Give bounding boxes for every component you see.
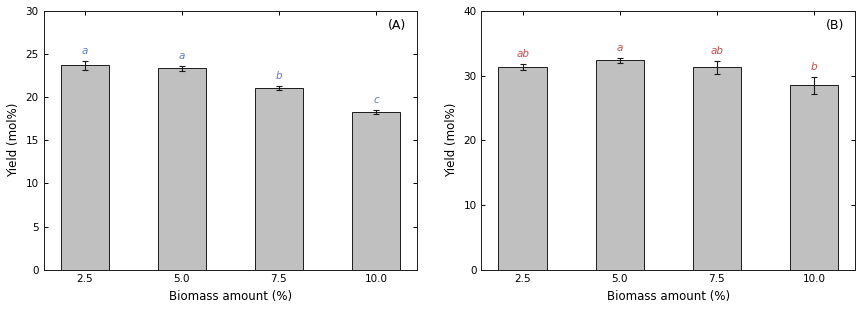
Text: (A): (A)	[387, 19, 406, 32]
Text: c: c	[373, 95, 378, 105]
Bar	[158, 68, 206, 270]
Text: (B): (B)	[825, 19, 843, 32]
Bar	[789, 85, 837, 270]
Text: a: a	[178, 51, 185, 61]
Text: b: b	[276, 71, 282, 81]
Text: a: a	[616, 43, 623, 53]
Y-axis label: Yield (mol%): Yield (mol%)	[7, 103, 20, 178]
Text: a: a	[82, 46, 88, 56]
Text: ab: ab	[709, 46, 722, 56]
Bar	[254, 88, 303, 270]
Text: ab: ab	[516, 49, 529, 59]
Bar	[60, 65, 109, 270]
Text: b: b	[809, 62, 816, 72]
Bar	[595, 60, 643, 270]
Bar	[691, 67, 740, 270]
X-axis label: Biomass amount (%): Biomass amount (%)	[606, 290, 729, 303]
Bar	[498, 67, 547, 270]
Bar	[351, 112, 400, 270]
Y-axis label: Yield (mol%): Yield (mol%)	[444, 103, 457, 178]
X-axis label: Biomass amount (%): Biomass amount (%)	[169, 290, 292, 303]
